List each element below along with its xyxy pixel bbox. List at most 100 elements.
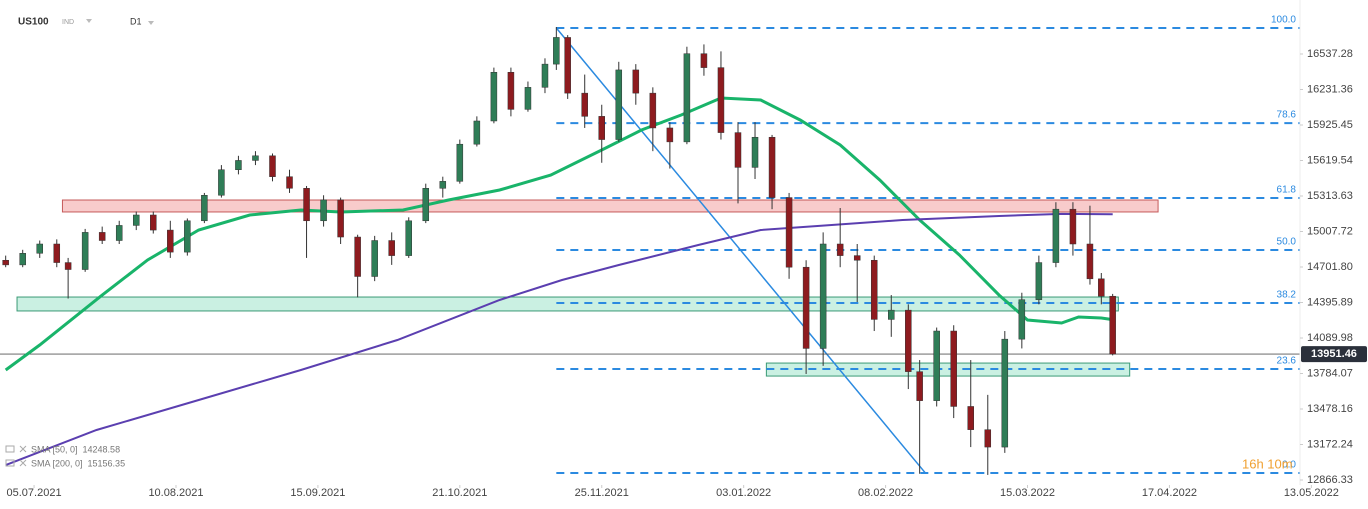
candle-body [950, 330, 957, 407]
candle-body [422, 188, 430, 222]
candle-body [201, 195, 208, 222]
y-tick-label: 16231.36 [1307, 83, 1353, 95]
candle-body [490, 71, 498, 122]
candle-body [632, 69, 640, 94]
legend-name: SMA [50, 0] [31, 444, 78, 454]
fib-label: 50.0 [1277, 237, 1297, 248]
candle-body [1109, 295, 1116, 355]
candle-body [81, 232, 89, 270]
candle-body [1018, 299, 1026, 340]
candle-body [1035, 262, 1043, 300]
last-price-box [1301, 346, 1367, 363]
candle-body [853, 255, 861, 261]
candle-body [768, 136, 776, 198]
candle-body [235, 160, 242, 170]
candle-body [439, 181, 447, 189]
candle-body [916, 371, 923, 401]
candle-body [700, 53, 708, 68]
x-tick-label: 17.04.2022 [1142, 487, 1197, 499]
candle-body [933, 330, 940, 401]
candle-body [1086, 243, 1094, 280]
x-tick-label: 25.11.2021 [575, 487, 629, 499]
candle-body [473, 120, 481, 145]
candle-body [1052, 208, 1060, 263]
candle-body [320, 199, 327, 222]
candle-body [581, 92, 588, 117]
y-tick-label: 14701.80 [1307, 261, 1353, 273]
candle-body [785, 197, 793, 268]
candle-body [405, 220, 412, 256]
fib-label: 100.0 [1271, 15, 1296, 26]
symbol: US100 [18, 17, 49, 28]
candle-body [734, 132, 742, 168]
legend-name: SMA [200, 0] [31, 458, 83, 468]
fib-label: 61.8 [1277, 185, 1297, 196]
last-price-label: 13951.46 [1311, 348, 1357, 360]
zone [16, 296, 1119, 312]
x-tick-label: 03.01.2022 [716, 487, 771, 499]
y-tick-label: 15619.54 [1307, 154, 1353, 166]
x-tick-label: 15.09.2021 [290, 487, 345, 499]
candle-body [167, 229, 174, 253]
y-tick-label: 12866.33 [1307, 474, 1353, 486]
candle-body [717, 67, 725, 133]
y-tick-label: 15007.72 [1307, 225, 1353, 237]
y-tick-label: 15925.45 [1307, 119, 1353, 131]
candle-body [218, 169, 225, 196]
candle-body [150, 214, 157, 231]
candle-body [836, 243, 844, 256]
candle-body [905, 309, 912, 372]
y-tick-label: 14395.89 [1307, 296, 1353, 308]
candle-body [683, 53, 691, 143]
candle-body [967, 406, 974, 430]
candle-body [564, 37, 571, 94]
x-tick-label: 05.07.2021 [7, 487, 62, 499]
candle-body [507, 71, 515, 110]
candle-body [649, 92, 657, 129]
countdown: 16h 10m [1242, 456, 1293, 471]
candle-body [184, 220, 191, 253]
candle-body [132, 214, 140, 226]
candle-body [870, 259, 878, 320]
candle-body [819, 243, 827, 349]
candle-body [64, 262, 72, 270]
candle-body [354, 236, 361, 277]
candle-body [1098, 278, 1105, 297]
candle-body [115, 225, 123, 241]
candle-body [303, 188, 310, 222]
candle-body [598, 116, 605, 140]
x-tick-label: 15.03.2022 [1000, 487, 1055, 499]
candle-body [615, 69, 623, 140]
interval[interactable]: D1 [130, 16, 142, 26]
y-tick-label: 16537.28 [1307, 48, 1353, 60]
fib-label: 38.2 [1277, 290, 1297, 301]
x-tick-label: 10.08.2021 [148, 487, 203, 499]
fib-label: 0.0 [1282, 460, 1296, 471]
sma-line [5, 212, 1113, 467]
legend-icons [5, 445, 27, 467]
candle-body [53, 243, 61, 263]
candle-body [2, 259, 9, 266]
candle-body [19, 253, 26, 266]
candle-body [751, 136, 759, 168]
dropdown-arrow[interactable] [148, 21, 154, 25]
y-tick-label: 13172.24 [1307, 438, 1353, 450]
candle-body [252, 155, 259, 161]
candle-body [666, 127, 674, 143]
candle-body [388, 240, 395, 256]
fib-label: 23.6 [1277, 356, 1297, 367]
y-tick-label: 13784.07 [1307, 367, 1353, 379]
legend-value: 14248.58 [83, 444, 121, 454]
candle-body [371, 240, 378, 277]
sma-line [4, 96, 1113, 372]
candle-body [456, 143, 464, 182]
candle-body [984, 429, 992, 448]
candle-body [524, 87, 532, 110]
x-tick-label: 21.10.2021 [432, 487, 487, 499]
dropdown-arrow[interactable] [86, 19, 92, 23]
plot-area: 100.0 78.6 61.8 50.0 38.2 23.6 0.0 [0, 15, 1300, 475]
market: IND [62, 19, 74, 26]
zone [61, 199, 1159, 213]
candle-body [337, 199, 344, 238]
